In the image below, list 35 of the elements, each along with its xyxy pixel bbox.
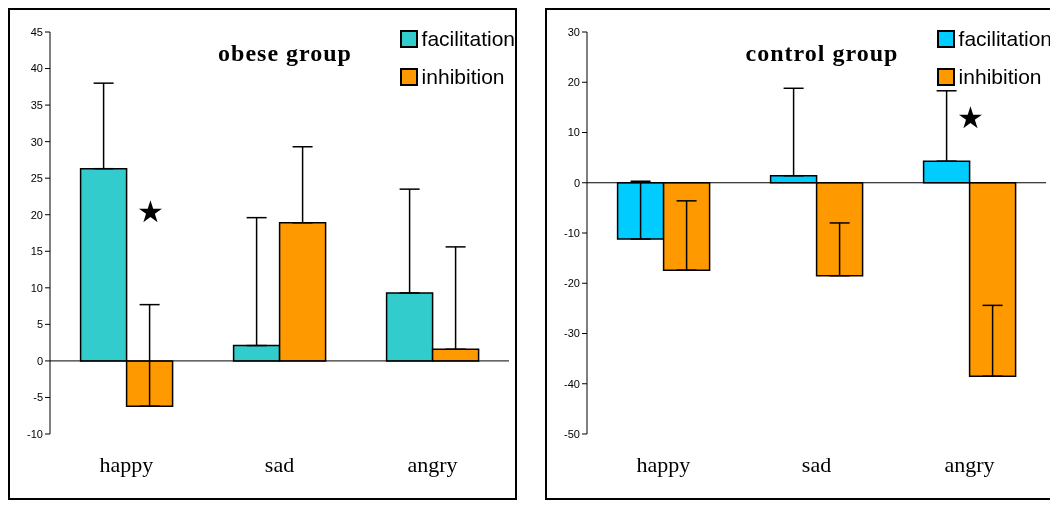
y-tick-label: 35 — [30, 99, 43, 111]
y-tick-label: 30 — [567, 25, 580, 38]
legend-label: inhibition — [421, 65, 505, 89]
legend-label: inhibition — [958, 65, 1042, 89]
y-tick-label: 45 — [30, 25, 43, 38]
chart-title: obese group — [217, 40, 353, 67]
y-tick-label: 15 — [30, 245, 43, 258]
y-tick-label: 40 — [30, 62, 43, 75]
y-tick-label: -10 — [27, 427, 43, 440]
legend-label: facilitation — [421, 27, 515, 51]
y-tick-label: 5 — [36, 318, 43, 331]
y-tick-label: 25 — [30, 172, 43, 185]
y-tick-label: 10 — [567, 126, 580, 139]
y-tick-label: -50 — [564, 427, 580, 440]
x-tick-label: sad — [264, 451, 295, 477]
x-tick-label: angry — [944, 451, 995, 477]
y-tick-label: 20 — [567, 76, 580, 89]
y-tick-label: -10 — [564, 226, 580, 239]
y-tick-label: 30 — [30, 135, 43, 148]
x-tick-label: angry — [407, 451, 458, 477]
legend-label: facilitation — [958, 27, 1050, 51]
y-tick-label: -20 — [564, 277, 580, 290]
y-tick-label: 10 — [30, 281, 43, 294]
annotation: ★ — [137, 194, 164, 228]
y-tick-label: 0 — [36, 354, 43, 367]
y-tick-label: 20 — [30, 208, 43, 221]
annotation: ★ — [957, 101, 984, 134]
y-tick-label: 0 — [573, 176, 580, 189]
x-tick-label: sad — [801, 451, 832, 477]
y-tick-label: -40 — [564, 377, 580, 390]
x-tick-label: happy — [99, 451, 154, 477]
chart-title: control group — [744, 40, 900, 67]
x-tick-label: happy — [636, 451, 691, 477]
y-tick-label: -30 — [564, 327, 580, 340]
y-tick-label: -5 — [33, 391, 43, 404]
